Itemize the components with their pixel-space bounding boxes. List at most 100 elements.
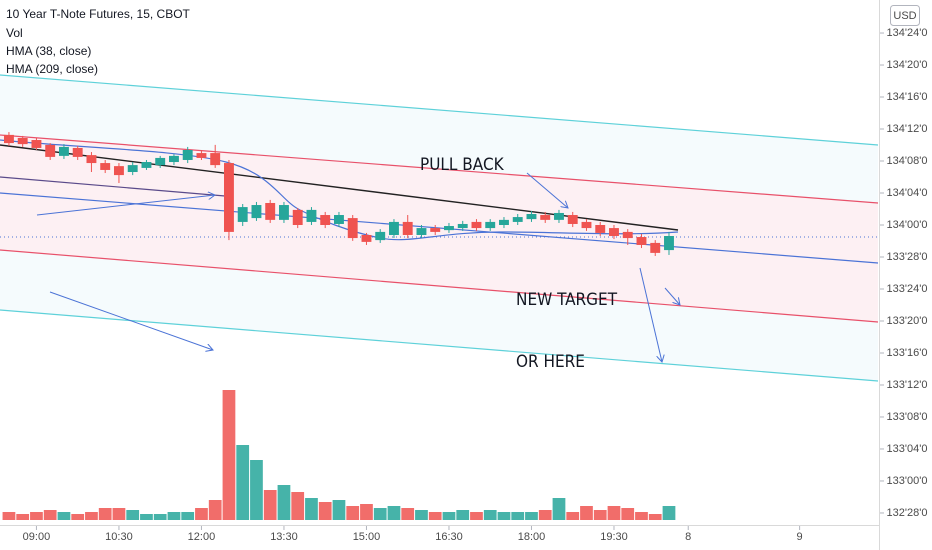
- candle-body: [86, 155, 97, 164]
- y-tick-label: 134'12'0: [887, 123, 928, 135]
- candle-body: [430, 228, 441, 232]
- candle-body: [237, 207, 248, 222]
- candle-body: [567, 215, 578, 224]
- candle-body: [402, 221, 413, 235]
- hma-line: [0, 139, 679, 241]
- candle-body: [306, 209, 317, 222]
- candle-body: [320, 215, 331, 225]
- y-tick-label: 133'00'0: [887, 475, 928, 487]
- volume-bar: [538, 510, 552, 520]
- candle-body: [609, 228, 619, 237]
- volume-bar: [415, 510, 428, 520]
- candle-body: [127, 165, 138, 173]
- channel-line: [0, 134, 879, 204]
- plot-area: [0, 74, 879, 520]
- candle-body: [444, 226, 454, 231]
- volume-bar: [85, 512, 98, 520]
- volume-bar: [181, 512, 195, 520]
- volume-bar: [635, 512, 648, 520]
- candle-body: [347, 218, 358, 239]
- chart-title: 10 Year T-Note Futures, 15, CBOT: [6, 7, 191, 21]
- candle-body: [622, 231, 633, 239]
- candle-body: [210, 153, 221, 166]
- candle-body: [375, 231, 386, 241]
- volume-bar: [497, 512, 511, 520]
- volume-bar: [208, 500, 222, 520]
- volume-bar: [43, 510, 57, 520]
- legend-entry: HMA (209, close): [6, 62, 98, 76]
- x-tick-label: 8: [685, 531, 691, 543]
- volume-bar: [607, 506, 621, 520]
- arrow: [526, 172, 568, 208]
- volume-bar: [277, 485, 291, 520]
- volume-bar: [98, 508, 112, 520]
- x-tick-label: 15:00: [353, 531, 381, 543]
- volume-bar: [360, 504, 373, 520]
- candle-body: [499, 219, 509, 225]
- candle-body: [279, 205, 289, 220]
- currency: USD: [893, 10, 916, 22]
- candle-body: [45, 144, 56, 157]
- candle-body: [554, 212, 564, 220]
- annotation: NEW TARGET: [516, 290, 618, 310]
- trend-line: [0, 192, 879, 264]
- volume-bar: [167, 512, 181, 520]
- candle-body: [182, 150, 193, 160]
- candle-body: [361, 234, 372, 242]
- candle-body: [100, 163, 111, 170]
- volume-bar: [428, 512, 442, 520]
- channel-line: [0, 309, 879, 382]
- candle-body: [636, 237, 647, 245]
- volume-bar: [401, 508, 415, 520]
- candle-body: [512, 217, 523, 222]
- candle-body: [113, 166, 124, 176]
- volume-bar: [195, 508, 208, 520]
- candle-body: [334, 215, 344, 224]
- channel-line: [0, 249, 879, 323]
- x-tick-label: 16:30: [435, 531, 463, 543]
- candle-body: [58, 146, 69, 156]
- volume-bar: [621, 508, 635, 520]
- arrow: [639, 267, 662, 362]
- volume-bar: [236, 445, 250, 520]
- candle-body: [72, 147, 83, 157]
- y-tick-label: 133'20'0: [887, 315, 928, 327]
- y-tick-label: 132'28'0: [887, 507, 928, 519]
- candle-body: [416, 228, 427, 235]
- candle-body: [3, 134, 14, 144]
- currency-box[interactable]: [890, 5, 920, 26]
- volume-bar: [662, 506, 676, 520]
- y-tick-label: 134'00'0: [887, 219, 928, 231]
- volume-bar: [580, 506, 593, 520]
- trend-line: [0, 176, 226, 197]
- volume-bar: [318, 502, 332, 520]
- volume-bar: [291, 492, 305, 520]
- annotation: PULL BACK: [420, 155, 505, 175]
- channel-line: [0, 74, 879, 146]
- volume-bar: [442, 512, 456, 520]
- candle-body: [31, 140, 42, 148]
- volume-bar: [153, 514, 167, 520]
- candle-body: [389, 221, 399, 235]
- legend-entry: Vol: [6, 26, 23, 40]
- candle-body: [650, 242, 661, 253]
- volume-bar: [648, 514, 662, 520]
- candle-body: [196, 153, 207, 158]
- volume-bar: [483, 510, 497, 520]
- x-tick-label: 18:00: [518, 531, 546, 543]
- x-tick-label: 09:00: [23, 531, 51, 543]
- y-tick-label: 133'04'0: [887, 443, 928, 455]
- volume-bar: [305, 498, 318, 520]
- y-tick-label: 133'16'0: [887, 347, 928, 359]
- y-tick-label: 133'12'0: [887, 379, 928, 391]
- x-tick-label: 9: [797, 531, 803, 543]
- candle-body: [141, 162, 152, 168]
- candle-body: [17, 137, 28, 145]
- volume-bar: [263, 490, 277, 520]
- candle-body: [251, 205, 262, 219]
- volume-bar: [552, 498, 566, 520]
- candle-body: [457, 223, 468, 229]
- y-tick-label: 133'08'0: [887, 411, 928, 423]
- volume-bar: [2, 512, 16, 520]
